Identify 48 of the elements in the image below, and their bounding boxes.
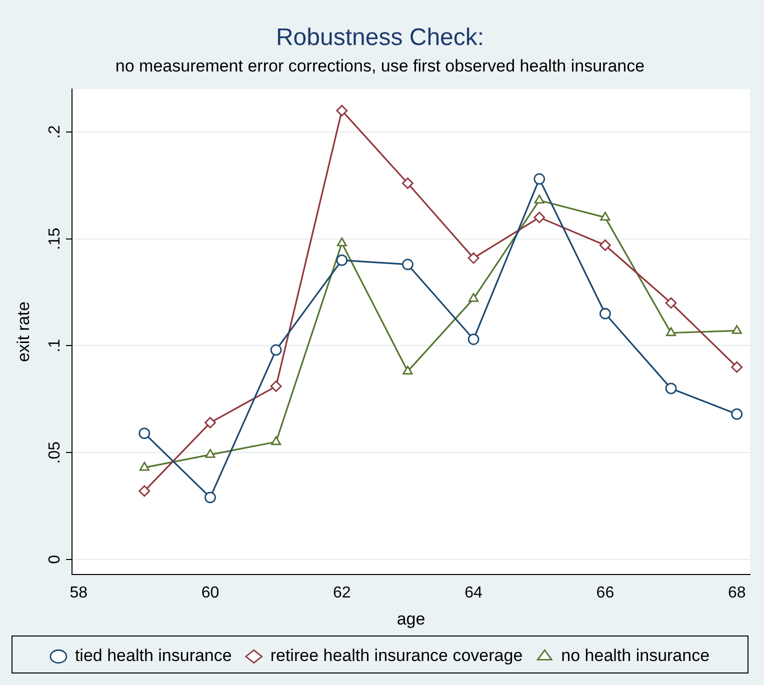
point [402,258,414,270]
point [402,366,413,375]
legend-label: no health insurance [561,646,710,666]
point [270,380,282,392]
point [205,449,216,458]
point [534,212,546,224]
point [666,327,676,336]
x-tick-label: 64 [464,584,483,602]
point [599,308,611,320]
point [204,416,216,428]
y-tick-label: .2 [46,125,64,139]
point [270,344,282,356]
y-tick-label: .15 [46,228,64,250]
y-tick-label: .05 [46,441,64,464]
point [336,237,347,246]
point [600,212,610,221]
chart-title: Robustness Check: [276,24,484,52]
point [204,492,216,504]
x-tick-label: 58 [70,584,88,602]
point [731,361,743,373]
y-tick-label: 0 [46,554,64,564]
point [271,436,282,446]
point [138,428,150,440]
chart-subtitle: no measurement error corrections, use first observed health insurance [115,56,645,76]
point [138,485,150,497]
point [665,297,677,309]
legend-label: tied health insurance [74,646,232,666]
y-tick-label: .1 [46,338,64,352]
point [336,254,348,266]
x-tick-label: 66 [596,584,614,602]
point [599,240,611,251]
x-tick-label: 62 [332,584,351,602]
y-axis-title: exit rate [14,302,33,362]
point [468,292,479,302]
point [732,325,742,334]
x-axis-title: age [396,609,426,628]
point [468,252,480,264]
point [468,334,480,345]
point [534,194,544,204]
point [336,104,348,116]
legend-label: retiree health insurance coverage [270,646,523,666]
point [665,382,677,394]
x-tick-label: 68 [728,584,746,602]
point [402,178,414,189]
point [731,408,743,420]
x-tick-label: 60 [201,584,220,602]
point [534,173,546,185]
point [139,462,150,471]
